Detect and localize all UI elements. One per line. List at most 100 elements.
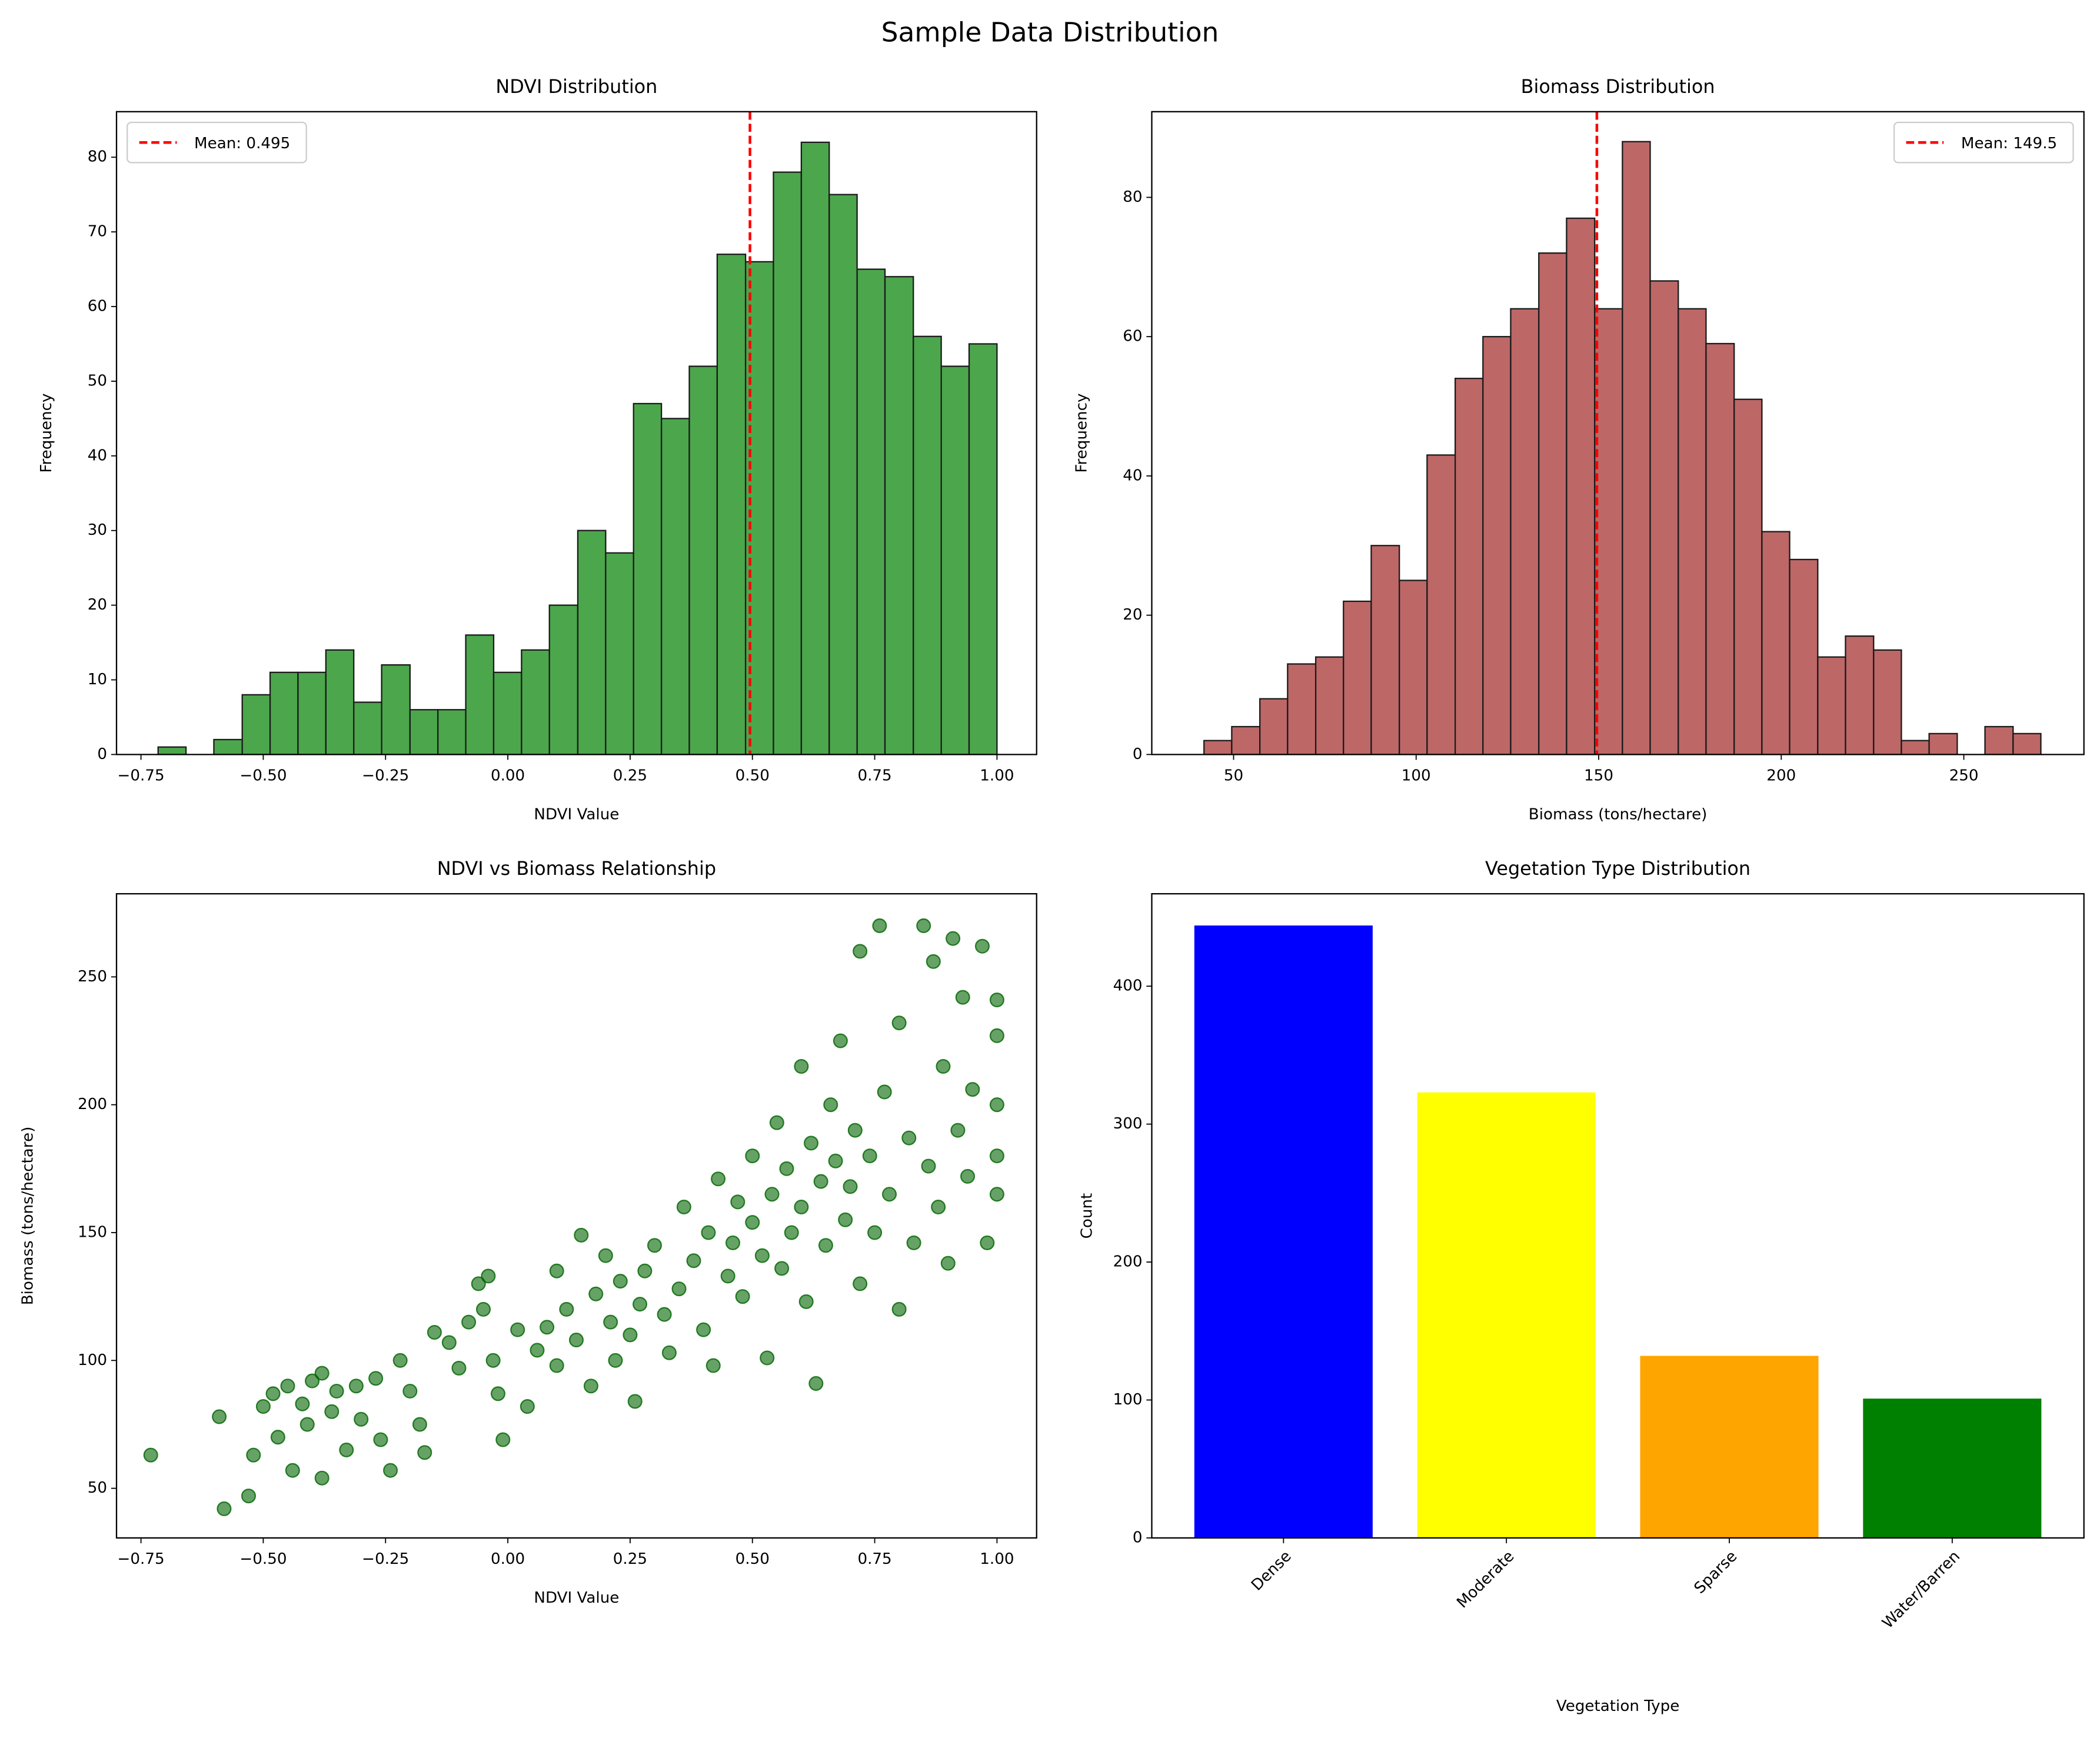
x-tick-label: 150 [1584, 767, 1613, 784]
histogram-bar [325, 649, 355, 755]
scatter-point [931, 1200, 946, 1215]
scatter-point [314, 1470, 330, 1486]
scatter-point [853, 1276, 868, 1291]
y-axis-label: Frequency [1073, 394, 1091, 473]
scatter-point [427, 1324, 442, 1340]
axes-frame [115, 111, 1037, 755]
y-tick-label: 0 [1133, 1529, 1143, 1546]
scatter-point [441, 1335, 457, 1350]
y-tick-label: 100 [78, 1351, 107, 1369]
scatter-point [559, 1301, 574, 1317]
scatter-point [549, 1263, 564, 1278]
bar [1863, 1399, 2042, 1538]
y-tick-label: 40 [88, 447, 107, 464]
scatter-point [686, 1253, 701, 1268]
x-tick-label: Moderate [1453, 1547, 1517, 1612]
scatter-point [946, 931, 961, 946]
x-tick-label: Water/Barren [1879, 1547, 1963, 1632]
scatter-point [950, 1123, 966, 1138]
histogram-bar [1455, 378, 1484, 755]
scatter-point [339, 1442, 354, 1457]
histogram-bar [1984, 725, 2014, 755]
scatter-point [627, 1394, 643, 1409]
chart-title: Biomass Distribution [1521, 75, 1715, 98]
scatter-point [246, 1447, 261, 1463]
y-tick-label: 0 [97, 745, 107, 763]
scatter-point [906, 1235, 921, 1250]
scatter-point [960, 1168, 976, 1184]
x-axis-label: Biomass (tons/hectare) [1529, 805, 1708, 823]
scatter-point [490, 1386, 505, 1401]
scatter-point [451, 1360, 467, 1376]
scatter-point [853, 944, 868, 959]
scatter-point [745, 1215, 760, 1230]
y-tick-label: 30 [88, 521, 107, 539]
scatter-point [989, 1097, 1004, 1113]
y-axis-label: Biomass (tons/hectare) [19, 1127, 36, 1306]
legend-label: Mean: 0.495 [194, 135, 290, 152]
scatter-point [461, 1314, 477, 1330]
chart-title: NDVI Distribution [495, 75, 657, 98]
scatter-point [877, 1084, 892, 1100]
histogram-bar [269, 671, 299, 755]
histogram-bar [492, 671, 522, 755]
scatter-point [808, 1376, 824, 1391]
scatter-point [647, 1238, 662, 1253]
bar [1194, 925, 1373, 1538]
scatter-point [921, 1158, 936, 1174]
scatter-point [549, 1358, 564, 1373]
scatter-point [373, 1432, 388, 1447]
x-axis-label: NDVI Value [534, 1589, 619, 1607]
x-tick-label: 0.00 [491, 767, 525, 784]
y-tick-label: 50 [88, 1479, 107, 1497]
histogram-bar [213, 738, 243, 755]
scatter-point [143, 1447, 158, 1463]
x-tick-label: 100 [1402, 767, 1431, 784]
scatter-point [955, 990, 970, 1005]
scatter-point [760, 1350, 775, 1366]
histogram-bar [521, 649, 550, 755]
histogram-bar [409, 709, 439, 755]
scatter-point [241, 1489, 257, 1504]
x-tick-label: 0.75 [857, 1550, 891, 1568]
scatter-point [803, 1136, 819, 1151]
scatter-point [813, 1174, 828, 1189]
scatter-point [676, 1200, 691, 1215]
y-tick-label: 20 [1123, 606, 1142, 624]
y-axis-label: Count [1079, 1193, 1096, 1239]
scatter-point [574, 1227, 589, 1243]
histogram-bar [1845, 635, 1875, 755]
scatter-point [936, 1058, 951, 1074]
scatter-point [838, 1212, 853, 1227]
scatter-point [598, 1248, 613, 1263]
scatter-point [901, 1130, 917, 1146]
scatter-point [608, 1353, 623, 1368]
scatter-point [891, 1301, 907, 1317]
scatter-point [417, 1445, 432, 1460]
scatter-point [568, 1333, 584, 1348]
scatter-point [769, 1115, 784, 1130]
histogram-bar [1538, 252, 1567, 755]
y-tick-label: 20 [88, 596, 107, 614]
x-tick-label: 0.25 [613, 767, 647, 784]
x-tick-label: 250 [1949, 767, 1979, 784]
scatter-point [588, 1286, 604, 1301]
scatter-point [540, 1320, 555, 1335]
histogram-bar [1203, 740, 1233, 755]
chart-title: Vegetation Type Distribution [1485, 857, 1750, 880]
x-tick-label: 1.00 [980, 767, 1014, 784]
scatter-point [314, 1366, 330, 1381]
x-tick-label: Sparse [1691, 1547, 1741, 1597]
scatter-point [285, 1463, 300, 1478]
scatter-point [255, 1399, 271, 1414]
histogram-bar [1705, 342, 1735, 755]
x-tick-label: −0.25 [362, 1550, 409, 1568]
y-tick-label: 200 [1113, 1253, 1143, 1271]
scatter-point [735, 1289, 750, 1304]
scatter-point [495, 1432, 511, 1447]
scatter-point [794, 1200, 809, 1215]
histogram-bar [968, 343, 998, 755]
histogram-bar [1343, 600, 1372, 755]
legend-box [1893, 121, 2074, 164]
